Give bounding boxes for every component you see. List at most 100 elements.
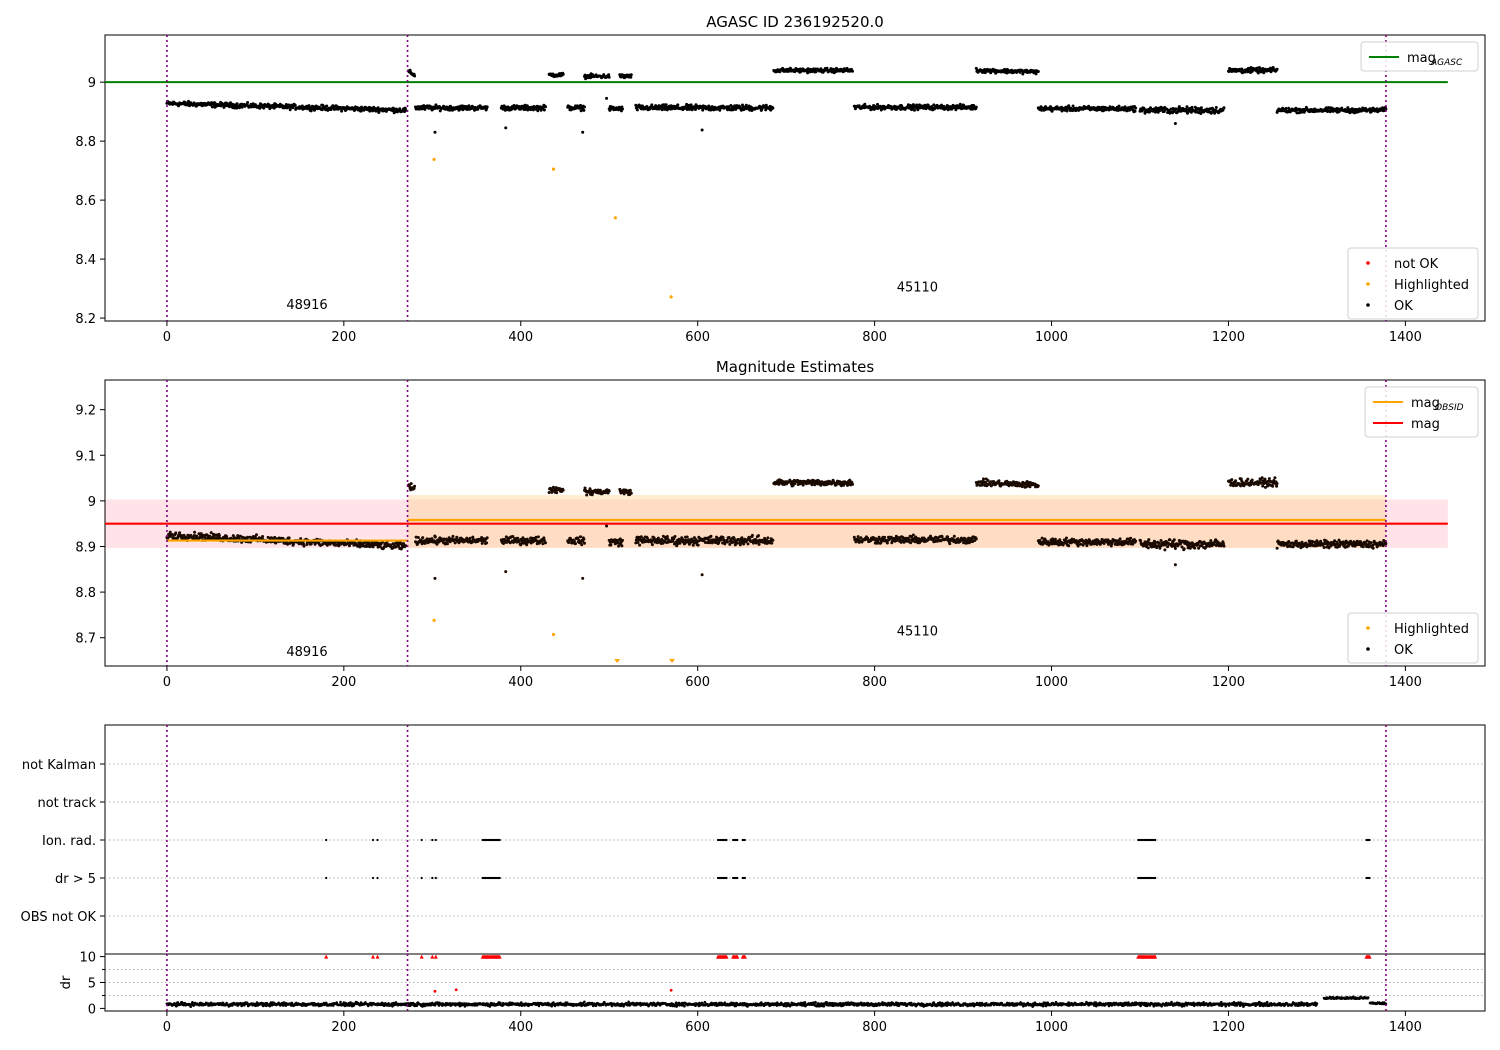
ok-point [1129, 536, 1133, 540]
ok-point [404, 108, 408, 112]
y-tick-label: 5 [88, 977, 96, 992]
ok-point [329, 108, 333, 111]
ok-point [766, 536, 770, 540]
ok-point [585, 493, 589, 497]
flag-point [371, 838, 375, 842]
ok-point [1361, 545, 1365, 549]
x-tick-label: 0 [163, 1020, 171, 1035]
x-tick-label: 1000 [1035, 675, 1068, 690]
ok-point [409, 482, 413, 486]
ok-point [583, 105, 586, 109]
ok-point [1263, 477, 1267, 481]
ok-point [1234, 479, 1238, 483]
x-tick-label: 1200 [1212, 330, 1245, 345]
ok-point [446, 542, 449, 546]
ok-point [1271, 484, 1275, 488]
ok-point [771, 106, 775, 110]
ok-point [605, 524, 609, 528]
y-tick-label: 10 [79, 951, 96, 966]
obsid-label: 48916 [286, 298, 327, 313]
y-tick-label: 8.8 [75, 135, 96, 150]
ok-point [579, 535, 582, 539]
ok-point [210, 105, 214, 109]
legend-dot-swatch [1366, 647, 1370, 651]
ok-point [433, 576, 437, 580]
ok-point [1173, 547, 1177, 550]
x-tick-label: 1200 [1212, 1020, 1245, 1035]
y-tick-label: 8.7 [75, 632, 96, 647]
plot-frame [104, 34, 1486, 322]
ok-point [678, 541, 682, 545]
ok-point [635, 108, 639, 112]
ok-point [709, 534, 713, 538]
ok-point [174, 531, 178, 535]
ok-point [583, 541, 586, 545]
ok-point [1034, 72, 1038, 76]
flag-point [325, 838, 328, 842]
ok-point [685, 535, 689, 539]
ok-point [348, 1004, 351, 1007]
y-tick-label: 8.6 [75, 194, 96, 209]
y-tick-label: 8.9 [75, 540, 96, 555]
highlighted-point [551, 167, 556, 171]
ok-point [307, 104, 311, 108]
legend-dot-swatch [1366, 261, 1370, 265]
ok-point [421, 536, 425, 540]
ok-point [741, 103, 744, 107]
ok-point [1275, 546, 1279, 550]
ok-point [915, 103, 919, 107]
ok-point [629, 75, 633, 79]
x-tick-label: 0 [163, 330, 171, 345]
ok-point [1182, 547, 1186, 551]
x-tick-label: 0 [163, 675, 171, 690]
ok-point [735, 541, 739, 545]
ok-point [1275, 67, 1279, 71]
ok-point [547, 491, 551, 494]
agasc-magnitude-panel: 0 200 400 600 800 1000 1200 14008.28.48.68.89AG… [75, 13, 1486, 345]
ok-point [1222, 544, 1226, 548]
flag-category-label: OBS not OK [21, 910, 97, 925]
y-tick-label: 8.8 [75, 586, 96, 601]
ok-point [413, 484, 417, 488]
ok-point [636, 541, 640, 544]
y-tick-label: 9 [88, 76, 96, 91]
ok-point [193, 530, 197, 534]
flag-point [1154, 838, 1157, 842]
flag-point [1154, 876, 1157, 880]
ok-point [750, 533, 754, 537]
ok-point [883, 535, 887, 539]
ok-point [1168, 538, 1172, 542]
y-axis-label: dr [59, 975, 74, 989]
y-tick-label: 9 [88, 495, 96, 510]
legend-subscript: AGASC [1430, 58, 1463, 68]
x-tick-label: 600 [685, 675, 710, 690]
ok-point [1053, 537, 1057, 541]
ok-point [255, 533, 258, 537]
ok-point [665, 535, 669, 538]
x-tick-label: 200 [331, 1020, 356, 1035]
ok-point [974, 105, 978, 109]
ok-point [1065, 536, 1068, 540]
ok-point [1240, 67, 1244, 71]
ok-point [1147, 538, 1151, 542]
ok-point [1284, 107, 1288, 110]
ok-point [1199, 106, 1203, 110]
ok-point [721, 536, 725, 539]
legend-label: Highlighted [1394, 278, 1469, 293]
ok-point [339, 1000, 342, 1004]
ok-point [433, 130, 437, 134]
ok-point [340, 109, 344, 113]
x-tick-label: 800 [862, 330, 887, 345]
ok-point [246, 101, 250, 104]
ok-point [544, 541, 547, 545]
legend-label: OK [1394, 643, 1413, 658]
ok-point [700, 128, 704, 132]
x-tick-label: 1400 [1389, 330, 1422, 345]
ok-point [302, 544, 306, 548]
y-tick-label: 9.1 [75, 449, 96, 464]
flag-point [420, 838, 423, 842]
legend-label: OK [1394, 299, 1413, 314]
ok-point [982, 477, 985, 481]
flag-point [736, 838, 739, 842]
